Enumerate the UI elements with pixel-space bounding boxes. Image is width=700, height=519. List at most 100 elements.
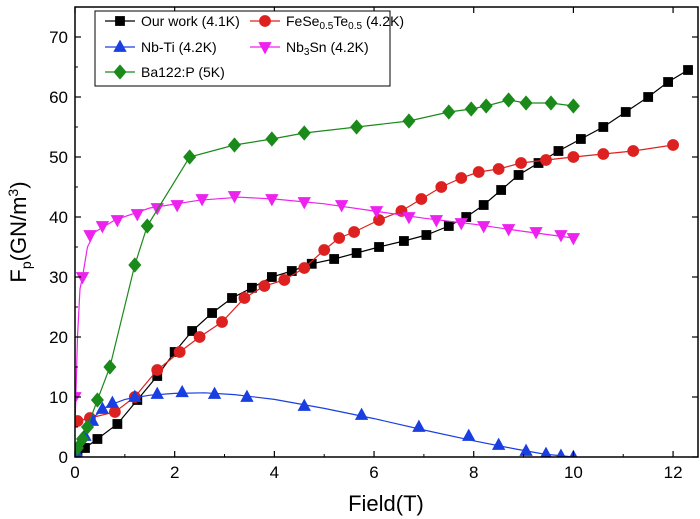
data-point [491, 437, 506, 450]
data-point [496, 185, 507, 195]
data-point [150, 386, 164, 399]
legend-label: FeSe0.5Te0.5 (4.2K) [286, 13, 404, 32]
plot-frame [74, 6, 699, 458]
data-point [75, 431, 90, 447]
data-point [502, 92, 516, 108]
data-point [238, 292, 251, 304]
data-point [399, 236, 409, 246]
data-point [298, 262, 311, 274]
legend-marker [259, 15, 271, 27]
data-point [265, 194, 279, 207]
data-point [492, 163, 505, 175]
data-point [429, 215, 444, 228]
data-point [455, 172, 468, 184]
y-tick-label: 10 [49, 388, 68, 407]
data-point [567, 151, 580, 163]
x-tick-label: 12 [664, 463, 683, 482]
data-point [80, 419, 94, 435]
legend-label-part: Sn (4.2K) [309, 39, 368, 55]
y-tick-label: 30 [49, 268, 68, 287]
data-point [329, 254, 340, 264]
x-tick-label: 8 [469, 463, 478, 482]
legend-marker [113, 39, 127, 52]
y-tick-label: 70 [49, 28, 68, 47]
data-point [240, 389, 254, 402]
legend-entry: Nb-Ti (4.2K) [105, 39, 217, 55]
data-point [128, 257, 142, 273]
data-point [442, 104, 456, 120]
data-point [266, 272, 277, 282]
legend-entry: Ba122:P (5K) [105, 64, 225, 80]
data-point [187, 326, 198, 336]
legend-entry: Nb3Sn (4.2K) [250, 39, 369, 58]
data-point [462, 428, 476, 441]
data-point [75, 415, 84, 427]
data-point [278, 274, 291, 286]
legend-marker [115, 16, 125, 26]
data-point [454, 218, 468, 231]
data-point [128, 389, 142, 402]
data-point [598, 122, 609, 132]
data-point [108, 406, 121, 418]
data-point [553, 146, 564, 156]
data-point [227, 293, 237, 303]
x-tick-label: 0 [70, 463, 79, 482]
data-point [667, 139, 679, 151]
legend-label-part: Nb-Ti (4.2K) [141, 39, 217, 55]
y-tick-label: 40 [49, 208, 68, 227]
data-point [110, 215, 125, 228]
data-point [95, 401, 110, 414]
data-point [402, 113, 416, 129]
data-point [643, 92, 654, 102]
data-point [540, 154, 552, 166]
data-point [627, 145, 640, 157]
data-point [92, 434, 103, 444]
data-point [75, 392, 82, 405]
data-point [556, 448, 566, 457]
data-point [369, 206, 384, 219]
legend-label-part: FeSe [286, 13, 320, 29]
y-tick-label: 50 [49, 148, 68, 167]
data-point [333, 232, 346, 244]
data-point [258, 280, 271, 292]
data-point [354, 407, 369, 420]
data-point [173, 346, 186, 358]
series-0-square [75, 65, 693, 457]
data-point [227, 191, 242, 204]
data-point [479, 98, 493, 114]
data-point [297, 197, 311, 210]
legend-box [94, 10, 391, 87]
data-point [318, 244, 331, 256]
legend-marker [258, 42, 272, 55]
legend-label: Nb3Sn (4.2K) [286, 39, 369, 58]
x-axis-title: Field(T) [348, 491, 424, 516]
data-point [519, 443, 533, 456]
data-point [348, 226, 361, 238]
legend: Our work (4.1K) FeSe0.5Te0.5 (4.2K) Nb-Ti … [94, 10, 404, 87]
data-point [554, 230, 568, 243]
data-point [193, 331, 206, 343]
data-point [75, 440, 85, 456]
x-tick-label: 4 [270, 463, 279, 482]
series-line [77, 144, 674, 422]
data-point [412, 419, 426, 432]
legend-label-part: Our work (4.1K) [141, 13, 240, 29]
data-point [140, 218, 154, 234]
data-point [461, 212, 472, 222]
data-point [130, 209, 144, 222]
legend-label-part: Te [333, 13, 348, 29]
legend-label-part: Ba122:P (5K) [141, 64, 225, 80]
data-point [112, 419, 123, 429]
data-point [83, 230, 97, 243]
data-point [529, 227, 543, 240]
data-point [207, 386, 222, 399]
data-point [575, 134, 586, 144]
data-point [477, 221, 491, 234]
data-point [297, 398, 311, 411]
data-point [435, 181, 448, 193]
x-tick-label: 6 [369, 463, 378, 482]
data-point [566, 98, 580, 114]
data-point [402, 212, 416, 225]
data-point [297, 125, 311, 141]
